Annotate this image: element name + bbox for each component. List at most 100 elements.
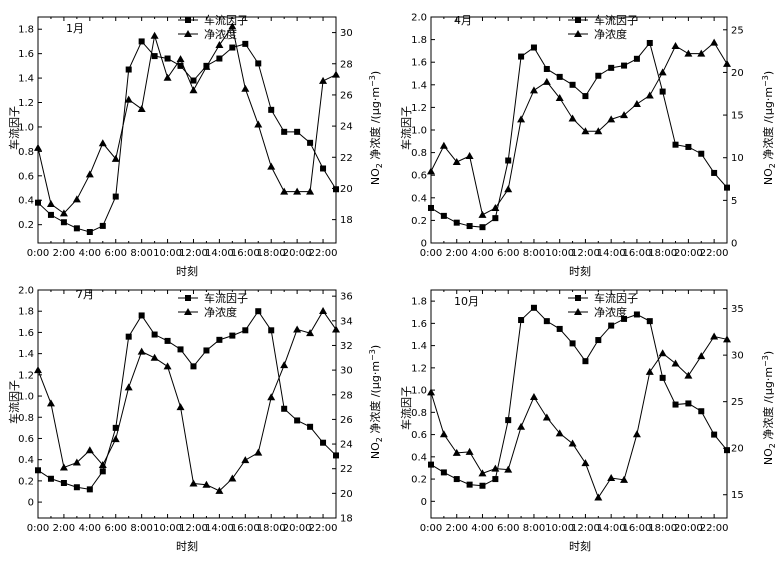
- right-axis-label-rest: 净浓度 /(μg·m: [368, 361, 382, 437]
- x-tick-label: 10:00: [153, 523, 182, 534]
- data-point-traffic-factor: [518, 317, 525, 324]
- data-point-traffic-factor: [307, 139, 314, 146]
- y-left-tick-label: 1.0: [411, 126, 427, 137]
- y-left-tick-label: 0.8: [411, 148, 427, 159]
- data-point-net-concentration: [478, 469, 487, 477]
- data-point-traffic-factor: [646, 39, 653, 46]
- data-point-traffic-factor: [112, 424, 119, 431]
- legend-label: 净浓度: [204, 305, 237, 319]
- data-point-net-concentration: [465, 447, 474, 455]
- y-right-tick-label: 0: [731, 239, 737, 250]
- data-point-traffic-factor: [294, 417, 301, 424]
- data-point-net-concentration: [124, 95, 133, 103]
- data-point-net-concentration: [59, 463, 68, 471]
- data-point-net-concentration: [568, 114, 577, 122]
- panel-jul: 7月 时刻 车流因子 NO2 净浓度 /(μg·m−3) 0:00 2:00 4:0…: [7, 286, 384, 554]
- y-right-tick-label: 34: [340, 316, 353, 327]
- left-axis-label: 车流因子: [399, 106, 413, 150]
- y-right-tick-label: 15: [731, 111, 744, 122]
- y-right-tick-label: 24: [340, 122, 353, 133]
- right-axis-label: NO2 净浓度 /(μg·m−3): [761, 351, 777, 465]
- data-point-traffic-factor: [60, 480, 67, 487]
- data-point-net-concentration: [319, 76, 328, 84]
- data-point-net-concentration: [98, 139, 107, 147]
- legend-label: 车流因子: [204, 13, 248, 27]
- data-point-traffic-factor: [453, 219, 460, 226]
- x-tick-label: 0:00: [420, 248, 442, 259]
- data-point-net-concentration: [491, 464, 500, 472]
- data-point-traffic-factor: [582, 358, 589, 365]
- x-tick-label: 6:00: [105, 248, 127, 259]
- y-left-tick-label: 2.0: [18, 286, 34, 297]
- y-right-tick-label: 20: [340, 184, 353, 195]
- y-left-tick-label: 2.0: [411, 13, 427, 24]
- data-point-traffic-factor: [229, 44, 236, 51]
- data-point-traffic-factor: [711, 169, 718, 176]
- y-left-tick-label: 0.8: [411, 408, 427, 419]
- legend-marker-square: [575, 17, 581, 23]
- data-point-traffic-factor: [73, 484, 80, 491]
- data-point-net-concentration: [124, 383, 133, 391]
- data-point-traffic-factor: [216, 336, 223, 343]
- data-point-traffic-factor: [333, 186, 339, 193]
- x-tick-label: 4:00: [79, 523, 101, 534]
- data-point-traffic-factor: [268, 327, 275, 334]
- y-right-tick-label: 36: [340, 292, 353, 303]
- y-right-tick-label: 15: [731, 490, 744, 501]
- x-tick-label: 4:00: [471, 248, 493, 259]
- right-axis-label-rest: 净浓度 /(μg·m: [761, 87, 775, 163]
- data-point-net-concentration: [594, 493, 603, 501]
- data-point-traffic-factor: [543, 318, 550, 325]
- plot-frame: [37, 16, 337, 244]
- data-point-traffic-factor: [138, 38, 145, 45]
- x-tick-label: 0:00: [27, 523, 49, 534]
- panel-oct: 10月 时刻 车流因子 NO2 净浓度 /(μg·m−3) 0:00 2:00 4:…: [399, 289, 777, 553]
- y-left-tick-label: 1.6: [411, 319, 427, 330]
- x-tick-label: 8:00: [523, 523, 545, 534]
- y-right-tick-label: 5: [731, 196, 737, 207]
- data-point-traffic-factor: [711, 431, 718, 438]
- data-point-traffic-factor: [47, 475, 54, 482]
- right-axis-label-sub: 2: [375, 437, 384, 442]
- x-tick-label: 14:00: [205, 523, 234, 534]
- data-point-traffic-factor: [190, 77, 197, 84]
- y-right-tick-label: 20: [731, 444, 744, 455]
- y-left-tick-label: 0.4: [411, 193, 427, 204]
- data-point-net-concentration: [280, 361, 289, 369]
- y-left-tick-label: 1.8: [411, 297, 427, 308]
- data-point-traffic-factor: [268, 106, 275, 113]
- series-line-traffic-factor: [37, 310, 337, 490]
- y-left-tick-label: 0: [421, 239, 427, 250]
- data-point-net-concentration: [254, 448, 263, 456]
- data-point-net-concentration: [607, 115, 616, 123]
- y-right-tick-label: 32: [340, 341, 353, 352]
- data-point-traffic-factor: [608, 64, 615, 71]
- y-left-tick-label: 1.4: [18, 74, 34, 85]
- data-point-net-concentration: [267, 393, 276, 401]
- data-point-net-concentration: [439, 141, 448, 149]
- x-tick-label: 22:00: [309, 523, 338, 534]
- x-tick-label: 8:00: [130, 523, 152, 534]
- y-left-tick-label: 1.2: [411, 103, 427, 114]
- data-point-net-concentration: [46, 200, 55, 208]
- legend-label: 车流因子: [204, 291, 248, 305]
- y-left-tick-label: 1.0: [411, 386, 427, 397]
- y-left-tick-label: 0.4: [411, 452, 427, 463]
- data-point-net-concentration: [280, 187, 289, 195]
- data-point-net-concentration: [137, 104, 146, 112]
- y-left-tick-label: 1.0: [18, 122, 34, 133]
- data-point-traffic-factor: [698, 150, 705, 157]
- data-point-traffic-factor: [724, 447, 730, 454]
- y-left-tick-label: 0.6: [411, 171, 427, 182]
- data-point-traffic-factor: [35, 199, 41, 206]
- data-point-net-concentration: [555, 94, 564, 102]
- panel-apr: 4月 时刻 车流因子 NO2 净浓度 /(μg·m−3) 0:00 2:00 4:0…: [399, 13, 777, 279]
- data-point-traffic-factor: [320, 165, 327, 172]
- y-right-tick-label: 18: [340, 215, 353, 226]
- data-point-net-concentration: [684, 49, 693, 57]
- right-axis-label-sub: 2: [375, 163, 384, 168]
- data-point-traffic-factor: [47, 211, 54, 218]
- x-tick-label: 6:00: [497, 523, 519, 534]
- y-left-tick-label: 0.6: [18, 171, 34, 182]
- y-right-tick-label: 25: [731, 25, 744, 36]
